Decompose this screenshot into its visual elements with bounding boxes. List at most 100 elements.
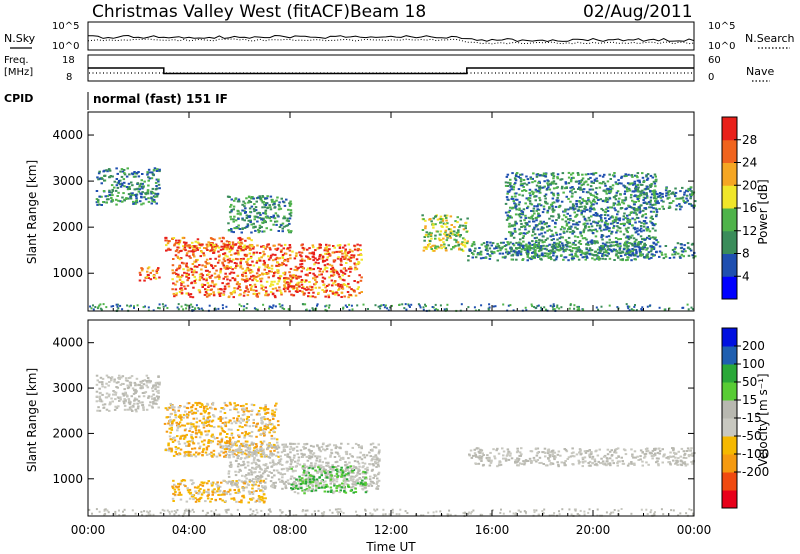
- data-cell: [342, 256, 346, 259]
- data-cell: [668, 196, 671, 199]
- data-cell: [491, 252, 494, 255]
- data-cell: [442, 241, 445, 244]
- data-cell: [199, 496, 203, 499]
- data-cell: [549, 203, 553, 206]
- data-cell: [211, 481, 215, 484]
- data-cell: [676, 242, 680, 245]
- data-cell: [169, 248, 172, 251]
- data-cell: [260, 419, 263, 422]
- data-cell: [207, 442, 210, 444]
- data-cell: [152, 384, 155, 387]
- data-cell: [584, 251, 587, 254]
- data-cell: [531, 247, 534, 250]
- data-cell: [506, 214, 509, 217]
- data-cell: [238, 436, 241, 438]
- data-cell: [158, 187, 161, 190]
- data-cell: [631, 183, 635, 186]
- data-cell: [357, 254, 360, 256]
- data-cell: [297, 275, 300, 278]
- data-cell: [470, 244, 474, 247]
- data-cell: [546, 182, 549, 185]
- data-cell: [214, 265, 217, 267]
- data-cell: [169, 418, 172, 421]
- data-cell: [259, 446, 263, 449]
- data-cell: [218, 259, 221, 262]
- data-cell: [115, 381, 119, 384]
- data-cell: [121, 184, 124, 187]
- data-cell: [146, 190, 150, 193]
- data-cell: [486, 249, 489, 252]
- data-cell: [429, 240, 432, 243]
- data-cell: [518, 228, 521, 231]
- data-cell: [689, 203, 692, 206]
- data-cell: [280, 249, 283, 252]
- data-cell: [231, 247, 234, 250]
- data-cell: [579, 243, 583, 245]
- data-cell: [514, 213, 518, 216]
- data-cell: [593, 208, 596, 211]
- data-cell: [566, 212, 569, 215]
- data-cell: [245, 453, 248, 456]
- data-cell: [216, 245, 219, 248]
- nsky-tick-bottom: 10^0: [52, 41, 79, 52]
- data-cell: [347, 243, 350, 246]
- data-cell: [346, 285, 349, 288]
- data-cell: [386, 307, 389, 310]
- data-cell: [627, 307, 630, 310]
- data-cell: [243, 246, 246, 249]
- data-cell: [252, 404, 256, 407]
- data-cell: [542, 244, 545, 247]
- data-cell: [621, 250, 624, 253]
- data-cell: [189, 256, 192, 259]
- data-cell: [217, 452, 221, 455]
- data-cell: [219, 416, 222, 418]
- data-cell: [540, 254, 544, 257]
- data-cell: [252, 292, 255, 295]
- data-cell: [247, 419, 250, 422]
- data-cell: [177, 485, 180, 488]
- data-cell: [184, 303, 187, 306]
- data-cell: [239, 259, 243, 262]
- data-cell: [288, 254, 292, 257]
- data-cell: [646, 253, 649, 256]
- data-cell: [541, 247, 545, 250]
- data-cell: [542, 174, 546, 177]
- data-cell: [284, 282, 288, 285]
- data-cell: [632, 200, 636, 203]
- data-cell: [594, 172, 598, 174]
- data-cell: [636, 230, 639, 233]
- data-cell: [219, 498, 222, 500]
- data-cell: [146, 377, 150, 379]
- data-cell: [548, 207, 551, 210]
- data-cell: [688, 247, 692, 250]
- data-cell: [523, 189, 526, 191]
- data-cell: [97, 406, 100, 409]
- data-cell: [527, 241, 531, 244]
- data-cell: [167, 247, 170, 250]
- data-cell: [233, 287, 236, 290]
- data-cell: [155, 399, 159, 402]
- data-cell: [650, 256, 653, 259]
- data-cell: [158, 303, 161, 306]
- data-cell: [545, 187, 549, 190]
- data-cell: [176, 426, 180, 429]
- data-cell: [377, 305, 380, 308]
- data-cell: [218, 237, 221, 240]
- data-cell: [149, 271, 152, 274]
- data-cell: [209, 257, 212, 260]
- data-cell: [531, 257, 535, 260]
- data-cell: [183, 285, 186, 288]
- data-cell: [552, 252, 555, 255]
- data-cell: [522, 240, 525, 243]
- data-cell: [108, 381, 111, 383]
- data-cell: [637, 197, 641, 200]
- data-cell: [188, 246, 192, 249]
- data-cell: [593, 242, 597, 245]
- data-cell: [215, 483, 218, 486]
- data-cell: [264, 215, 268, 218]
- data-cell: [639, 225, 643, 227]
- data-cell: [612, 225, 616, 228]
- data-cell: [331, 292, 335, 295]
- data-cell: [126, 304, 129, 307]
- data-cell: [242, 496, 246, 499]
